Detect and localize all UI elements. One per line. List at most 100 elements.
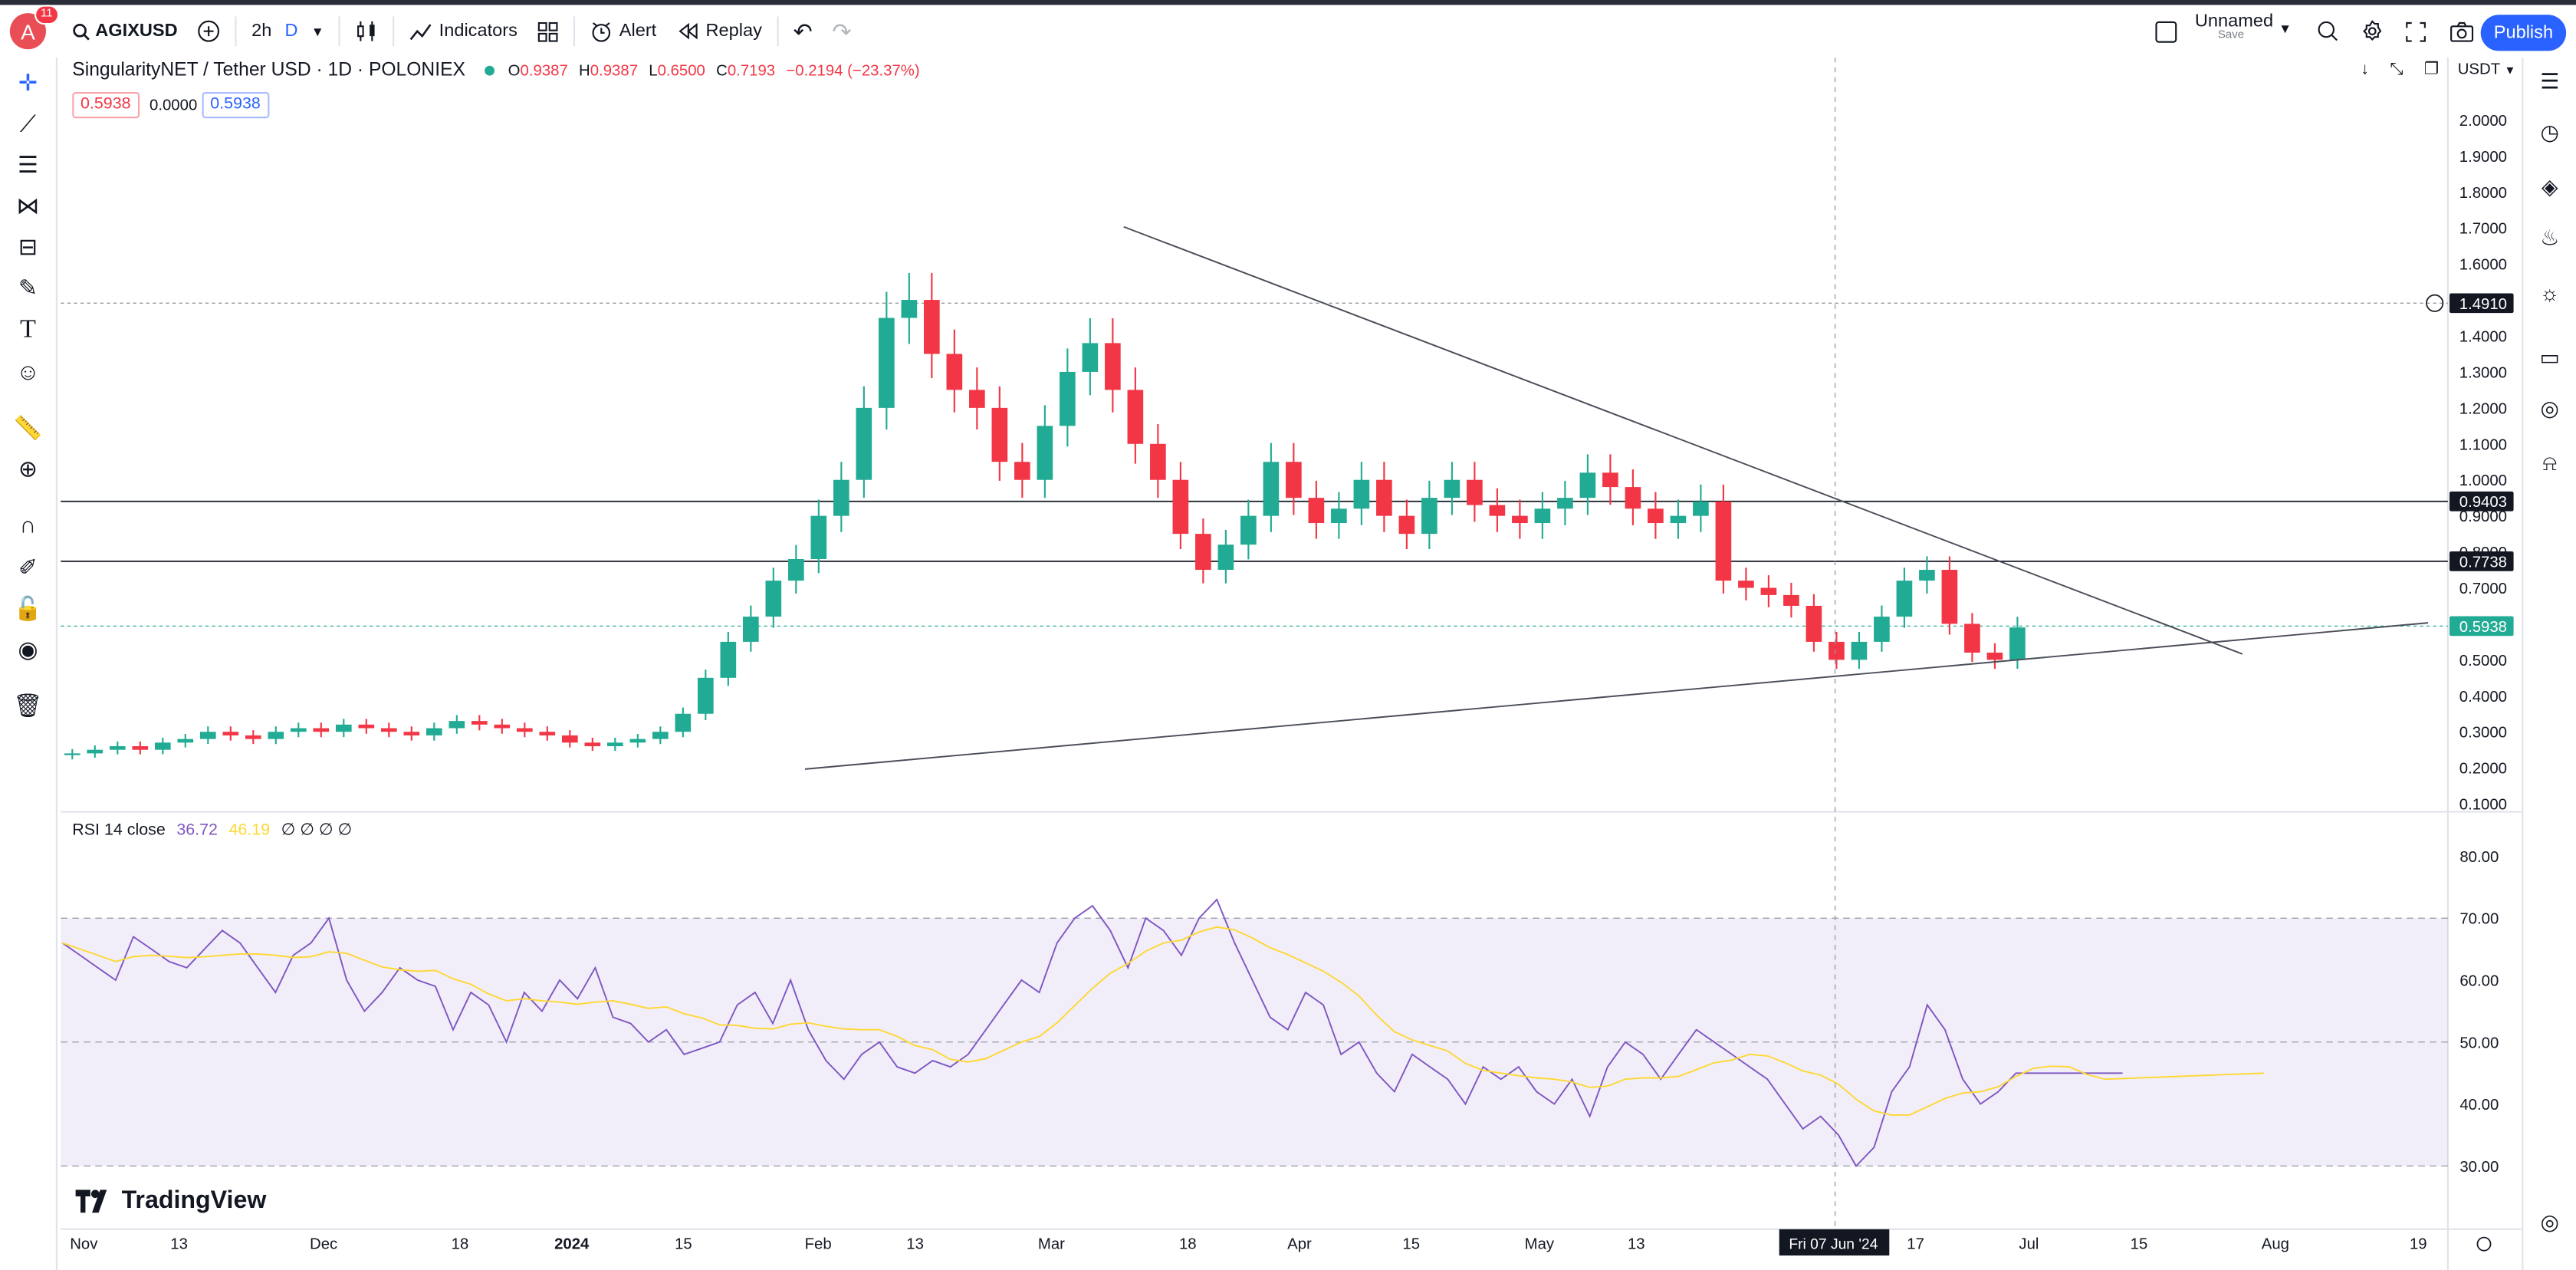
ascending-trendline[interactable] (804, 622, 2429, 770)
emoji-icon[interactable]: ☺ (16, 358, 40, 385)
candle-body (652, 732, 669, 739)
candle-body (1874, 617, 1890, 642)
currency-label: USDT (2457, 61, 2500, 79)
candle-body (720, 641, 737, 678)
header-right-icons: ↓ ⤡ ❐ (2361, 61, 2452, 79)
trash-icon[interactable]: 🗑 (13, 691, 43, 718)
streams-icon[interactable]: ◎ (2540, 396, 2559, 421)
lock-icon[interactable]: 🔓 (13, 594, 43, 620)
rsi-band (61, 918, 2448, 1166)
undo-button[interactable]: ↶ (784, 8, 823, 54)
candle-body (1557, 498, 1573, 509)
user-avatar[interactable]: A 11 (9, 5, 60, 50)
layout-name[interactable]: Unnamed Save (2195, 12, 2273, 41)
tradingview-logo[interactable]: TradingView (75, 1186, 266, 1215)
symbol-search[interactable]: AGIXUSD (62, 8, 187, 54)
candle-body (313, 728, 330, 732)
chevron-down-icon[interactable]: ▼ (2279, 21, 2292, 37)
chat-icon[interactable]: ▭ (2539, 345, 2560, 370)
candle-body (1534, 508, 1551, 524)
candle-body (1331, 508, 1347, 524)
fib-icon[interactable]: ☰ (17, 150, 38, 177)
interval-type-label: D (284, 21, 298, 41)
undo-icon: ↶ (793, 17, 813, 44)
time-axis-label: 2024 (554, 1236, 590, 1253)
rsi-label[interactable]: RSI 14 close (72, 821, 166, 840)
candle-body (1240, 515, 1257, 545)
ideas-bulb-icon[interactable]: ☼ (2539, 280, 2560, 305)
replay-button[interactable]: Replay (666, 8, 772, 54)
right-sidebar: ☰ ◷ ◈ ♨ ☼ ▭ ◎ ⍾ ◎ (2522, 58, 2576, 1270)
time-axis-settings-icon[interactable] (2476, 1236, 2492, 1252)
candle-body (1738, 581, 1754, 588)
compare-button[interactable] (188, 8, 231, 54)
price-axis-label: 2.0000 (2459, 113, 2507, 130)
price-axis-label: 1.0000 (2459, 472, 2507, 489)
rsi-null-values: ∅ ∅ ∅ ∅ (281, 821, 353, 840)
zoom-in-icon[interactable]: ⊕ (18, 454, 38, 481)
text-icon[interactable]: T (19, 315, 36, 344)
notifications-bell-icon[interactable]: ⍾ (2542, 450, 2557, 475)
symbol-label: AGIXUSD (95, 21, 178, 41)
prediction-icon[interactable]: ⊟ (18, 232, 38, 259)
candle-body (471, 721, 488, 725)
eye-icon[interactable]: ◉ (18, 635, 38, 662)
pencil-lock-icon[interactable]: ✐ (18, 553, 38, 580)
rsi-axis-label: 30.00 (2459, 1159, 2499, 1176)
ruler-icon[interactable]: 📏 (13, 413, 43, 440)
brush-icon[interactable]: ✎ (18, 273, 38, 301)
buy-price-box[interactable]: 0.5938 (202, 92, 269, 119)
settings-button[interactable] (2351, 8, 2394, 54)
chart-type-button[interactable] (346, 8, 389, 54)
symbol-title[interactable]: SingularityNET / Tether USD · 1D · POLON… (72, 61, 465, 81)
templates-button[interactable] (527, 8, 569, 54)
candle-body (743, 617, 759, 642)
candle-body (675, 713, 692, 732)
alert-button[interactable]: Alert (580, 8, 666, 54)
trend-line-icon[interactable]: ⟋ (19, 109, 36, 136)
indicators-button[interactable]: Indicators (399, 8, 527, 54)
last-price-tag-label: 0.5938 (2459, 619, 2507, 636)
help-icon[interactable]: ◎ (2540, 1209, 2559, 1235)
candle-body (1783, 594, 1799, 606)
price-axis-label: 0.4000 (2459, 689, 2507, 706)
layout-save-label: Save (2217, 29, 2245, 41)
price-axis-label: 0.3000 (2459, 725, 2507, 742)
descending-trendline[interactable] (1123, 225, 2243, 655)
snapshot-button[interactable] (2440, 8, 2484, 54)
download-arrow-icon[interactable]: ↓ (2361, 61, 2369, 79)
level-1491-tag-box (2450, 293, 2514, 314)
time-axis-label: Dec (310, 1236, 337, 1253)
layers-icon[interactable]: ◈ (2542, 174, 2558, 199)
candle-body (879, 318, 895, 408)
gear-icon (2363, 20, 2382, 41)
price-axis-label: 1.9000 (2459, 149, 2507, 166)
pattern-icon[interactable]: ⋈ (16, 191, 40, 218)
alerts-clock-icon[interactable]: ◷ (2540, 120, 2559, 145)
currency-selector[interactable]: USDT ▼ (2458, 61, 2516, 79)
hotlist-fire-icon[interactable]: ♨ (2540, 225, 2560, 250)
quick-search-button[interactable] (2307, 8, 2350, 54)
restore-icon[interactable]: ❐ (2423, 61, 2440, 79)
interval-button[interactable]: 2h D ▼ (242, 8, 334, 54)
fullscreen-button[interactable] (2395, 8, 2436, 54)
rsi-line (61, 898, 2123, 1167)
sell-price-box[interactable]: 0.5938 (72, 92, 140, 119)
magnet-icon[interactable]: ∩ (19, 511, 37, 538)
candle-body (494, 724, 511, 729)
watchlist-icon[interactable]: ☰ (2540, 69, 2560, 94)
crosshair-date-box (1779, 1229, 1890, 1256)
collapse-icon[interactable]: ⤡ (2390, 61, 2404, 79)
publish-button[interactable]: Publish (2480, 15, 2567, 51)
alarm-clock-icon (592, 22, 610, 42)
candle-body (629, 739, 646, 743)
drawing-toolbar: ✛ ⟋ ☰ ⋈ ⊟ ✎ T ☺ 📏 ⊕ ∩ ✐ 🔓 ◉ 🗑 (0, 58, 58, 1270)
redo-button[interactable]: ↷ (823, 8, 862, 54)
candle-body (516, 728, 533, 732)
candle-body (87, 749, 104, 754)
crosshair-icon[interactable]: ✛ (18, 67, 38, 95)
layout-toggle[interactable] (2146, 8, 2187, 54)
add-alert-plus-icon[interactable] (2426, 294, 2444, 312)
rsi-axis-label: 40.00 (2459, 1097, 2499, 1114)
